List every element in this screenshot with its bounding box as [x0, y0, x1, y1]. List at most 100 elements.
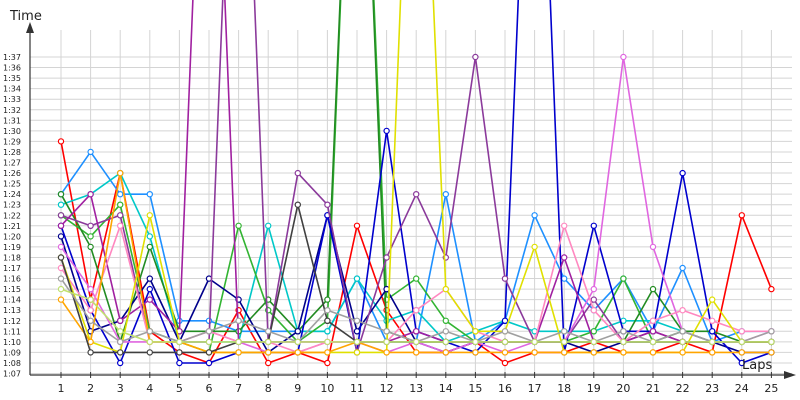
data-point	[57, 264, 65, 272]
x-axis-label: Laps	[742, 358, 772, 373]
y-tick-label: 1:20	[3, 232, 21, 241]
data-point	[620, 328, 627, 335]
x-tick-label: 15	[468, 382, 482, 395]
data-point	[87, 338, 94, 346]
x-tick-label: 18	[557, 382, 571, 395]
data-point	[324, 296, 331, 303]
data-point	[116, 222, 124, 229]
data-point	[561, 328, 568, 335]
data-point	[709, 328, 716, 335]
data-point	[116, 212, 124, 219]
data-point	[116, 359, 124, 367]
x-tick-label: 4	[146, 382, 153, 395]
data-point	[57, 254, 65, 261]
data-point	[294, 328, 301, 335]
data-point	[649, 243, 657, 251]
x-tick-label: 21	[646, 382, 660, 395]
data-point	[57, 296, 65, 303]
data-point	[353, 349, 361, 356]
y-tick-label: 1:11	[3, 327, 21, 336]
data-point	[709, 296, 716, 303]
data-point	[383, 328, 390, 335]
data-point	[590, 285, 598, 293]
data-point	[501, 317, 509, 324]
data-point	[620, 275, 627, 282]
data-point	[649, 317, 657, 324]
data-point	[176, 349, 183, 356]
data-point	[561, 222, 568, 229]
x-tick-label: 14	[439, 382, 453, 395]
data-point	[738, 359, 746, 367]
data-point	[561, 275, 568, 282]
data-point	[442, 338, 449, 346]
data-point	[768, 338, 775, 346]
data-point	[649, 349, 657, 356]
data-point	[116, 317, 124, 324]
data-point	[294, 338, 301, 346]
y-tick-label: 1:24	[3, 190, 21, 199]
x-axis-arrow	[784, 371, 796, 379]
data-point	[768, 285, 775, 293]
data-point	[413, 275, 420, 282]
data-point	[146, 349, 153, 356]
x-tick-label: 25	[764, 382, 778, 395]
data-point	[57, 285, 65, 293]
data-point	[87, 349, 94, 356]
data-point	[87, 148, 94, 156]
y-tick-label: 1:34	[3, 85, 21, 94]
data-point	[501, 338, 509, 346]
y-axis-label: Time	[9, 9, 42, 24]
data-point	[57, 275, 65, 282]
x-tick-label: 24	[735, 382, 749, 395]
data-point	[116, 169, 124, 177]
data-point	[590, 307, 598, 314]
data-point	[87, 285, 94, 293]
data-point	[265, 349, 272, 356]
data-point	[679, 264, 686, 272]
x-tick-label: 12	[380, 382, 394, 395]
axes	[26, 22, 796, 379]
data-point	[679, 349, 686, 356]
data-point	[57, 222, 65, 229]
y-tick-label: 1:10	[3, 338, 21, 347]
data-point	[324, 307, 331, 314]
x-tick-label: 10	[320, 382, 334, 395]
y-tick-label: 1:14	[3, 296, 21, 305]
y-tick-label: 1:09	[3, 348, 21, 357]
data-point	[57, 212, 65, 219]
x-tick-label: 3	[117, 382, 124, 395]
data-point	[57, 201, 65, 208]
x-tick-labels: 1 2 3 4 5 6 7 8 9 10 11 12 13 14 15 16 17 18 19 20 21 22 23 24 2…	[58, 382, 779, 395]
data-point	[87, 222, 94, 229]
data-point	[531, 212, 538, 219]
x-tick-label: 5	[176, 382, 183, 395]
data-point	[87, 317, 94, 324]
data-point	[205, 338, 213, 346]
x-tick-label: 23	[705, 382, 719, 395]
y-tick-label: 1:16	[3, 275, 21, 284]
data-point	[679, 338, 686, 346]
data-point	[679, 307, 686, 314]
data-point	[442, 328, 449, 335]
x-tick-label: 20	[616, 382, 630, 395]
x-tick-label: 16	[498, 382, 512, 395]
data-point	[294, 169, 301, 177]
data-point	[413, 338, 420, 346]
data-point	[590, 296, 598, 303]
data-point	[649, 338, 657, 346]
data-point	[709, 349, 716, 356]
x-tick-label: 2	[87, 382, 94, 395]
data-point	[531, 243, 538, 251]
data-point	[324, 349, 331, 356]
data-point	[324, 328, 331, 335]
data-point	[472, 328, 479, 335]
data-point	[590, 349, 598, 356]
data-point	[265, 359, 272, 367]
data-point	[324, 201, 331, 208]
data-point	[87, 190, 94, 198]
x-tick-label: 1	[58, 382, 65, 395]
data-point	[116, 190, 124, 198]
data-point	[116, 338, 124, 346]
data-point	[116, 328, 124, 335]
y-tick-label: 1:37	[3, 53, 21, 62]
